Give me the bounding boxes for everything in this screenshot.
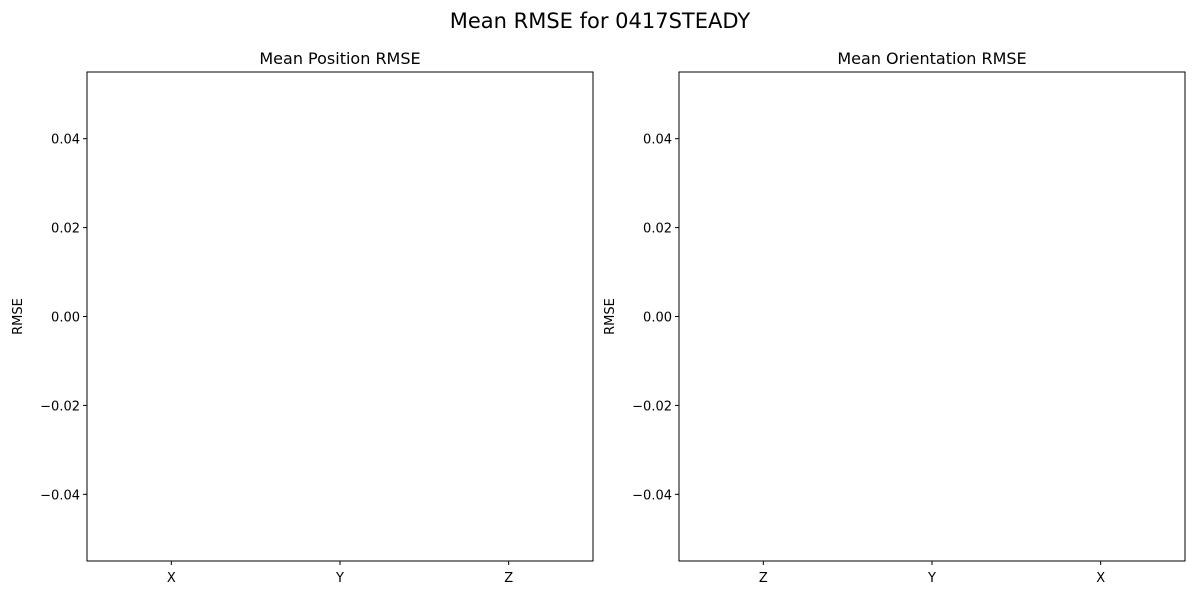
x-tick-label: X <box>1096 571 1105 586</box>
y-axis-label: RMSE <box>11 298 26 335</box>
chart-title: Mean Orientation RMSE <box>837 49 1026 68</box>
x-tick-label: Z <box>759 571 768 586</box>
plot-area-frame <box>86 71 594 562</box>
y-tick-label: 0.00 <box>51 311 80 326</box>
y-tick-label: −0.04 <box>632 488 672 503</box>
x-tick-label: Z <box>504 571 513 586</box>
chart-panels: Mean Position RMSE −0.04 −0.02 0.00 0.02 0.04… <box>11 49 1186 586</box>
y-tick-label: −0.04 <box>40 488 80 503</box>
chart-panel-0: Mean Position RMSE −0.04 −0.02 0.00 0.02 0.04… <box>11 49 594 586</box>
y-tick-label: 0.04 <box>51 133 80 148</box>
y-tick-label: 0.02 <box>643 222 672 237</box>
chart-panel-1: Mean Orientation RMSE −0.04 −0.02 0.00 0.02 0… <box>603 49 1186 586</box>
y-tick-label: 0.04 <box>643 133 672 148</box>
figure-suptitle: Mean RMSE for 0417STEADY <box>450 9 751 33</box>
plot-area-frame <box>678 71 1186 562</box>
x-tick-label: X <box>167 571 176 586</box>
y-axis-label: RMSE <box>603 298 618 335</box>
y-tick-label: −0.02 <box>632 399 672 414</box>
chart-title: Mean Position RMSE <box>259 49 420 68</box>
y-tick-label: 0.02 <box>51 222 80 237</box>
y-tick-label: 0.00 <box>643 311 672 326</box>
x-tick-label: Y <box>927 571 936 586</box>
x-tick-label: Y <box>335 571 344 586</box>
y-tick-label: −0.02 <box>40 399 80 414</box>
